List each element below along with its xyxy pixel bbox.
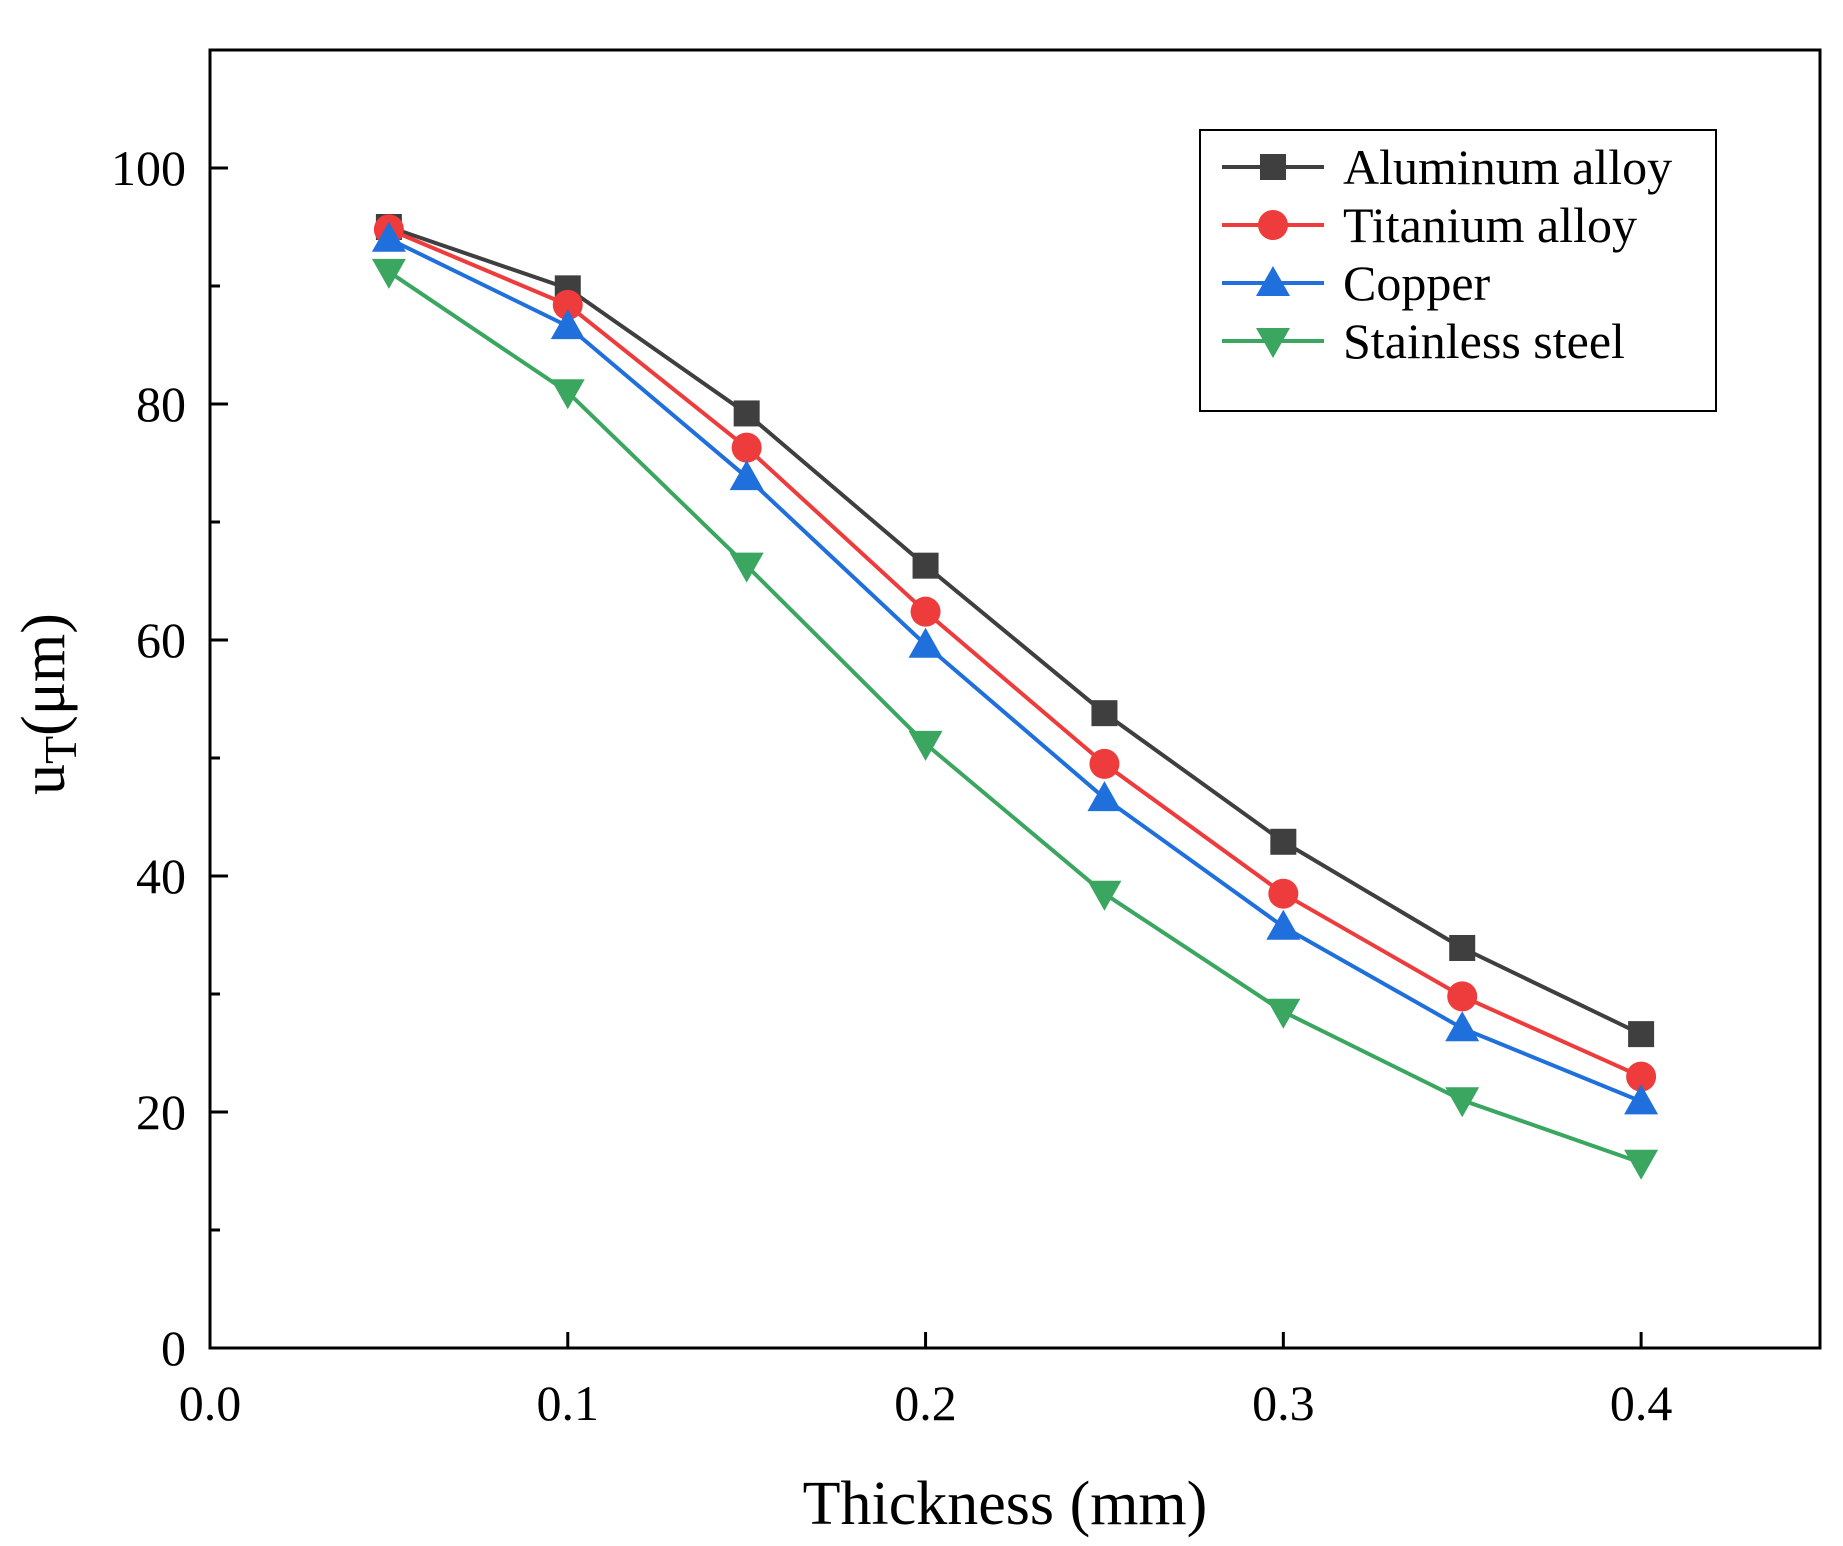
- data-point-aluminum-alloy: [1270, 828, 1297, 855]
- x-tick-label: 0.4: [1610, 1375, 1673, 1431]
- data-point-titanium-alloy: [1268, 878, 1299, 909]
- data-point-titanium-alloy: [910, 596, 941, 627]
- y-axis-title: uT(μm): [10, 613, 86, 795]
- x-axis-title: Thickness (mm): [803, 1470, 1208, 1538]
- data-point-stainless-steel: [1087, 880, 1122, 911]
- legend-marker-titanium-alloy: [1258, 210, 1288, 240]
- data-point-aluminum-alloy: [912, 552, 939, 579]
- legend-label-stainless-steel: Stainless steel: [1343, 313, 1625, 369]
- series-layer: [371, 214, 1659, 1180]
- y-tick-label: 100: [111, 140, 186, 196]
- y-tick-label: 20: [136, 1084, 186, 1140]
- data-point-stainless-steel: [729, 552, 764, 583]
- series-line-aluminum-alloy: [388, 225, 1642, 1036]
- data-point-stainless-steel: [1445, 1087, 1480, 1118]
- y-tick-label: 40: [136, 848, 186, 904]
- data-point-titanium-alloy: [1626, 1061, 1657, 1092]
- legend-label-titanium-alloy: Titanium alloy: [1343, 197, 1637, 253]
- series-line-copper: [388, 237, 1642, 1104]
- data-point-copper: [729, 460, 764, 491]
- y-axis-title-main: u: [10, 764, 78, 795]
- data-point-stainless-steel: [1624, 1149, 1659, 1180]
- x-tick-label: 0.0: [179, 1375, 242, 1431]
- legend-marker-stainless-steel: [1256, 328, 1290, 358]
- y-tick-label: 80: [136, 376, 186, 432]
- legend-item-copper: Copper: [1222, 255, 1491, 311]
- x-tick-label: 0.1: [537, 1375, 600, 1431]
- data-point-copper: [1087, 781, 1122, 812]
- data-point-titanium-alloy: [731, 432, 762, 463]
- data-point-stainless-steel: [550, 379, 585, 410]
- data-point-aluminum-alloy: [1628, 1021, 1655, 1048]
- data-point-copper: [1624, 1084, 1659, 1115]
- legend-item-stainless-steel: Stainless steel: [1222, 313, 1625, 369]
- data-point-titanium-alloy: [552, 289, 583, 320]
- data-point-copper: [908, 627, 943, 658]
- data-point-aluminum-alloy: [1449, 934, 1476, 961]
- series-copper: [371, 221, 1659, 1115]
- data-point-copper: [1445, 1011, 1480, 1042]
- data-point-stainless-steel: [1266, 998, 1301, 1029]
- y-tick-label: 0: [161, 1320, 186, 1376]
- series-line-stainless-steel: [387, 270, 1642, 1165]
- y-axis-title-unit: (μm): [10, 613, 78, 736]
- legend-marker-copper: [1256, 266, 1290, 296]
- x-tick-label: 0.2: [894, 1375, 957, 1431]
- axes: 0.0 0.1 0.2 0.3 0.4 0 20 40 60 80 100: [111, 48, 1822, 1431]
- legend-label-copper: Copper: [1343, 255, 1491, 311]
- x-tick-label: 0.3: [1252, 1375, 1315, 1431]
- y-tick-label: 60: [136, 612, 186, 668]
- data-point-stainless-steel: [908, 730, 943, 761]
- data-point-titanium-alloy: [1089, 748, 1120, 779]
- series-titanium-alloy: [373, 214, 1657, 1092]
- y-axis-title-subscript: T: [35, 736, 86, 764]
- legend-item-aluminum-alloy: Aluminum alloy: [1222, 139, 1672, 195]
- data-point-stainless-steel: [371, 258, 406, 289]
- series-stainless-steel: [371, 258, 1659, 1180]
- legend-marker-aluminum-alloy: [1260, 154, 1286, 180]
- data-point-copper: [1266, 909, 1301, 940]
- data-point-titanium-alloy: [1447, 981, 1478, 1012]
- series-line-titanium-alloy: [388, 227, 1642, 1079]
- data-point-aluminum-alloy: [733, 400, 760, 427]
- legend-label-aluminum-alloy: Aluminum alloy: [1343, 139, 1672, 195]
- data-point-copper: [550, 309, 585, 340]
- plot-frame: [208, 48, 1822, 1350]
- legend-item-titanium-alloy: Titanium alloy: [1222, 197, 1637, 253]
- data-point-copper: [371, 221, 406, 252]
- data-point-aluminum-alloy: [1091, 700, 1118, 727]
